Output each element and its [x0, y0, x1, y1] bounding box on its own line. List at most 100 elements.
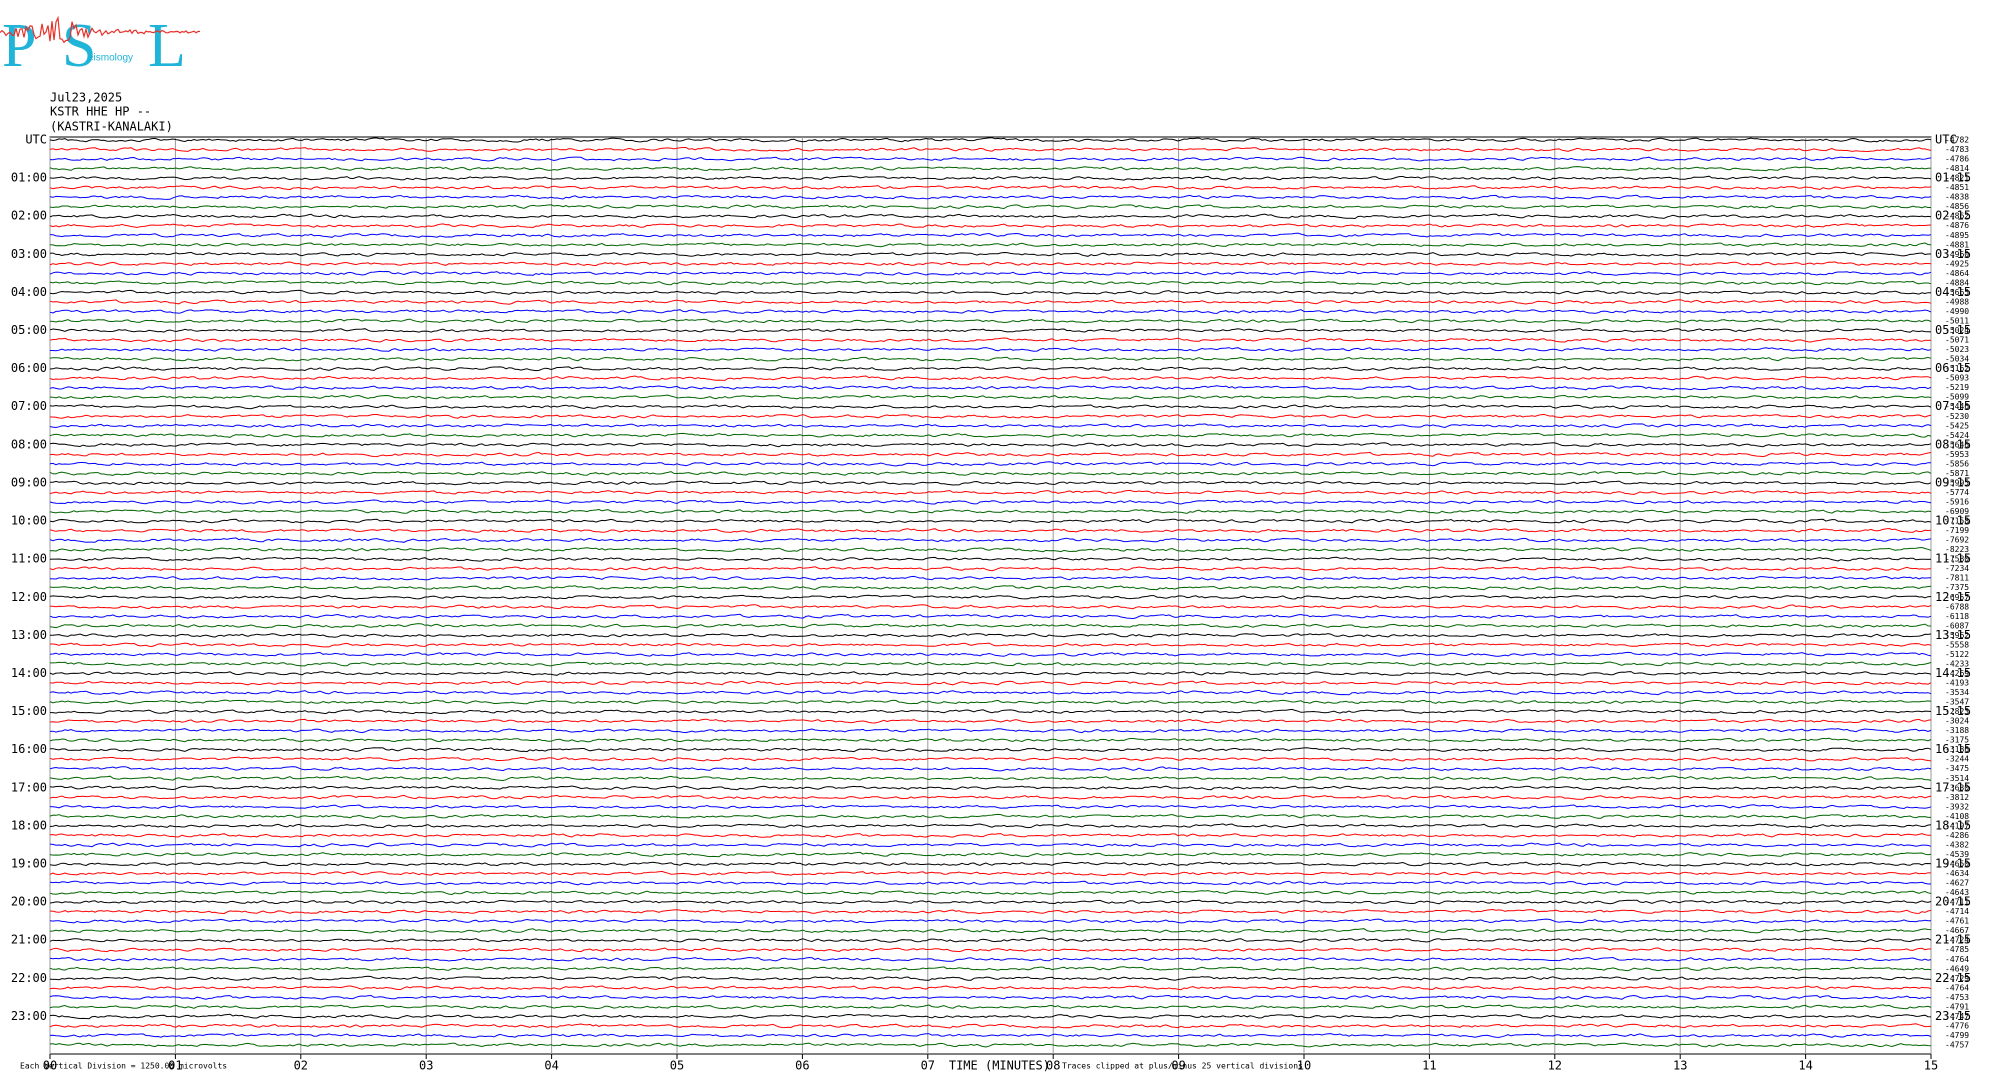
row-offset: -3186	[1945, 745, 1969, 754]
row-offset: -5953	[1945, 450, 1969, 459]
title-line: (KASTRI-KANALAKI)	[50, 120, 173, 134]
trace	[49, 775, 1932, 782]
left-time-label: 06:00	[11, 361, 47, 375]
row-offset: -5871	[1945, 469, 1969, 478]
right-time-label: 02:15	[1935, 209, 1971, 223]
logo-letter: L	[148, 12, 186, 80]
trace	[49, 756, 1932, 762]
left-time-label: 17:00	[11, 780, 47, 794]
x-tick-label: 09	[1171, 1059, 1185, 1073]
trace	[49, 947, 1931, 953]
row-offset: -3024	[1945, 717, 1969, 726]
trace	[49, 470, 1932, 476]
right-time-label: 15:15	[1935, 704, 1971, 718]
row-offset: -5071	[1945, 336, 1969, 345]
x-tick-label: 03	[419, 1059, 433, 1073]
row-offset: -5230	[1945, 412, 1969, 421]
trace	[49, 680, 1932, 686]
trace	[49, 232, 1932, 238]
x-tick-label: 12	[1548, 1059, 1562, 1073]
trace	[49, 556, 1932, 562]
trace	[49, 718, 1932, 724]
left-time-label: 23:00	[11, 1009, 47, 1023]
row-offset: -5856	[1945, 459, 1969, 468]
row-offset: -7234	[1945, 564, 1969, 573]
row-offset: -5558	[1945, 640, 1969, 649]
right-time-label: 23:15	[1935, 1009, 1971, 1023]
row-offset: -3175	[1945, 736, 1969, 745]
trace	[49, 861, 1932, 867]
trace	[50, 642, 1932, 648]
left-time-label: 10:00	[11, 514, 47, 528]
trace	[49, 289, 1931, 296]
row-offset: -3244	[1945, 755, 1969, 764]
trace	[49, 204, 1931, 210]
right-time-label: 19:15	[1935, 857, 1971, 871]
trace	[49, 451, 1932, 458]
row-offset: -4714	[1945, 907, 1969, 916]
row-offset: -6957	[1945, 593, 1969, 602]
right-time-label: 21:15	[1935, 933, 1971, 947]
left-time-label: 08:00	[11, 437, 47, 451]
row-offset: -4233	[1945, 659, 1969, 668]
right-time-label: 08:15	[1935, 437, 1971, 451]
row-offset: -2823	[1945, 707, 1969, 716]
trace	[49, 632, 1932, 638]
row-offset: -4881	[1945, 240, 1969, 249]
right-time-label: 05:15	[1935, 323, 1971, 337]
row-offset: -5995	[1945, 478, 1969, 487]
trace	[49, 385, 1932, 391]
trace	[49, 546, 1932, 553]
left-time-label: 19:00	[11, 857, 47, 871]
right-time-label: 20:15	[1935, 895, 1971, 909]
trace	[49, 137, 1932, 143]
right-time-label: 01:15	[1935, 171, 1971, 185]
trace	[49, 823, 1932, 829]
trace	[50, 604, 1932, 610]
row-offset: -4747	[1945, 1012, 1969, 1021]
trace	[49, 985, 1932, 991]
trace	[49, 833, 1931, 838]
logo-wave	[0, 15, 201, 44]
trace	[49, 813, 1931, 819]
logo-text: eismology	[88, 53, 133, 64]
left-time-label: 14:00	[11, 666, 47, 680]
row-offset: -6909	[1945, 507, 1969, 516]
right-time-label: 04:15	[1935, 285, 1971, 299]
right-time-label: UTC	[1935, 133, 1957, 147]
trace	[49, 280, 1932, 286]
x-tick-label: 04	[544, 1059, 558, 1073]
row-offset: -7811	[1945, 574, 1969, 583]
trace	[49, 423, 1932, 429]
x-tick-label: 08	[1046, 1059, 1060, 1073]
trace	[49, 270, 1932, 276]
right-time-label: 10:15	[1935, 514, 1971, 528]
row-offset: -5162	[1945, 364, 1969, 373]
left-time-label: 13:00	[11, 628, 47, 642]
row-offset: -5099	[1945, 393, 1969, 402]
row-offset: -4634	[1945, 869, 1969, 878]
row-offset: -3534	[1945, 688, 1969, 697]
right-time-label: 16:15	[1935, 742, 1971, 756]
trace	[49, 1004, 1932, 1010]
row-offset: -7580	[1945, 555, 1969, 564]
right-time-label: 13:15	[1935, 628, 1971, 642]
row-offset: -4876	[1945, 221, 1969, 230]
row-offset: -5023	[1945, 345, 1969, 354]
row-offset: -4895	[1945, 231, 1969, 240]
left-time-label: 15:00	[11, 704, 47, 718]
trace	[49, 671, 1932, 676]
trace	[49, 842, 1932, 848]
trace	[49, 537, 1932, 543]
trace	[49, 804, 1932, 810]
trace	[49, 594, 1932, 600]
trace	[49, 937, 1932, 943]
trace	[50, 661, 1932, 667]
row-offset: -6788	[1945, 602, 1969, 611]
left-time-label: 01:00	[11, 171, 47, 185]
trace	[49, 994, 1932, 1000]
logo-letter: P	[2, 12, 36, 80]
row-offset: -4851	[1945, 183, 1969, 192]
trace	[49, 337, 1932, 343]
row-offset: -5122	[1945, 650, 1969, 659]
